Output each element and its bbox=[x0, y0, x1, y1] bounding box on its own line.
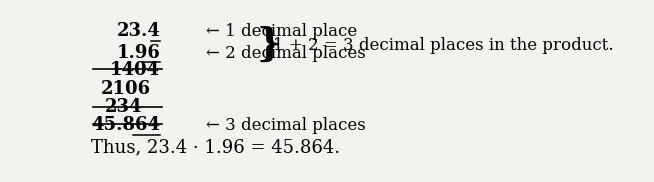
Text: ← 2 decimal places: ← 2 decimal places bbox=[206, 45, 366, 62]
Text: ← 3 decimal places: ← 3 decimal places bbox=[206, 117, 366, 134]
Text: 1.96: 1.96 bbox=[116, 44, 160, 62]
Text: $\left\} \right.$: $\left\} \right.$ bbox=[256, 43, 260, 48]
Text: 2106: 2106 bbox=[101, 80, 151, 98]
Text: 45.864: 45.864 bbox=[92, 116, 160, 134]
Text: Thus, 23.4 · 1.96 = 45.864.: Thus, 23.4 · 1.96 = 45.864. bbox=[91, 138, 340, 156]
Text: 234: 234 bbox=[105, 98, 142, 116]
Text: 1 + 2 = 3 decimal places in the product.: 1 + 2 = 3 decimal places in the product. bbox=[273, 37, 614, 54]
Text: 23.4: 23.4 bbox=[116, 22, 160, 40]
Text: }: } bbox=[256, 26, 282, 64]
Text: 1404: 1404 bbox=[110, 61, 160, 79]
Text: ← 1 decimal place: ← 1 decimal place bbox=[206, 23, 357, 40]
